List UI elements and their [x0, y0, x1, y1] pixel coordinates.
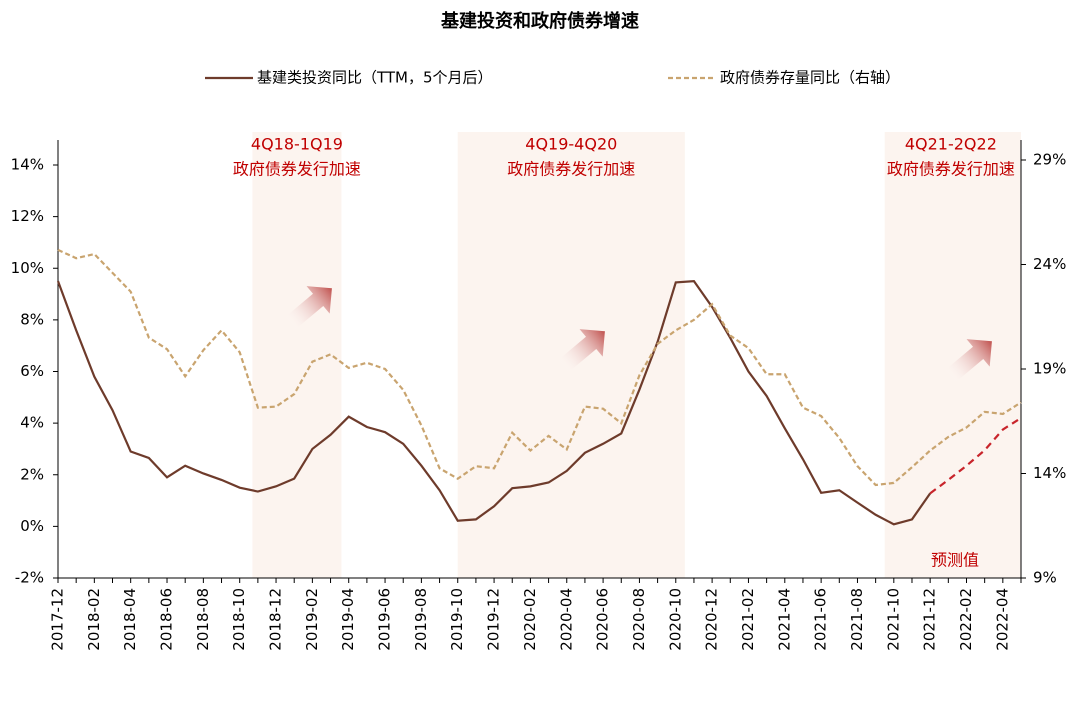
x-tick-label: 2018-06 — [158, 588, 176, 651]
x-tick-label: 2019-02 — [303, 588, 321, 651]
annotation-period: 4Q19-4Q20 — [525, 135, 617, 154]
y-tick-label: 12% — [11, 207, 44, 225]
x-tick-label: 2020-02 — [521, 588, 539, 651]
x-tick-label: 2019-04 — [339, 588, 357, 651]
highlight-band — [884, 132, 1021, 578]
x-tick-label: 2018-10 — [230, 588, 248, 651]
x-tick-label: 2020-06 — [594, 588, 612, 651]
annotation-period: 4Q21-2Q22 — [905, 135, 997, 154]
annotation-period: 4Q18-1Q19 — [251, 135, 343, 154]
series-line — [56, 280, 932, 526]
x-tick-label: 2020-08 — [630, 588, 648, 651]
y-tick-label: 10% — [11, 259, 44, 277]
legend-label: 政府债券存量同比（右轴） — [720, 69, 900, 87]
trend-arrow — [556, 329, 605, 374]
x-tick-label: 2021-04 — [775, 588, 793, 651]
y-tick-label: -2% — [15, 569, 44, 587]
annotation-text: 政府债券发行加速 — [887, 160, 1015, 179]
x-tick-label: 2020-12 — [703, 588, 721, 651]
y-tick-label: 14% — [11, 156, 44, 174]
annotation-text: 政府债券发行加速 — [507, 160, 635, 179]
y-tick-label: 8% — [20, 310, 44, 328]
x-tick-label: 2021-12 — [921, 588, 939, 651]
y-tick-label: 2% — [20, 465, 44, 483]
series-line — [929, 417, 1022, 495]
trend-arrow — [943, 339, 992, 384]
x-tick-label: 2018-08 — [194, 588, 212, 651]
legend-label: 基建类投资同比（TTM，5个月后） — [257, 69, 493, 87]
x-tick-label: 2019-12 — [485, 588, 503, 651]
x-tick-label: 2018-12 — [267, 588, 285, 651]
chart-title: 基建投资和政府债券增速 — [440, 10, 639, 32]
y-tick-label: 4% — [20, 414, 44, 432]
annotation-text: 政府债券发行加速 — [233, 160, 361, 179]
x-tick-label: 2019-10 — [448, 588, 466, 651]
x-tick-label: 2017-12 — [49, 588, 67, 651]
y2-tick-label: 9% — [1033, 569, 1057, 587]
x-tick-label: 2019-06 — [376, 588, 394, 651]
y-tick-label: 0% — [20, 517, 44, 535]
series-line — [57, 248, 1022, 487]
forecast-label: 预测值 — [931, 551, 979, 570]
y2-tick-label: 14% — [1033, 464, 1066, 482]
x-tick-label: 2020-10 — [666, 588, 684, 651]
x-tick-label: 2018-04 — [121, 588, 139, 651]
x-tick-label: 2021-06 — [812, 588, 830, 651]
x-tick-label: 2022-02 — [957, 588, 975, 651]
y-tick-label: 6% — [20, 362, 44, 380]
x-tick-label: 2020-04 — [557, 588, 575, 651]
y2-tick-label: 29% — [1033, 151, 1066, 169]
y2-tick-label: 24% — [1033, 255, 1066, 273]
x-tick-label: 2021-10 — [884, 588, 902, 651]
x-tick-label: 2022-04 — [993, 588, 1011, 651]
x-tick-label: 2021-02 — [739, 588, 757, 651]
x-tick-label: 2019-08 — [412, 588, 430, 651]
trend-arrow — [283, 286, 332, 331]
y2-tick-label: 19% — [1033, 360, 1066, 378]
x-tick-label: 2021-08 — [848, 588, 866, 651]
x-tick-label: 2018-02 — [85, 588, 103, 651]
